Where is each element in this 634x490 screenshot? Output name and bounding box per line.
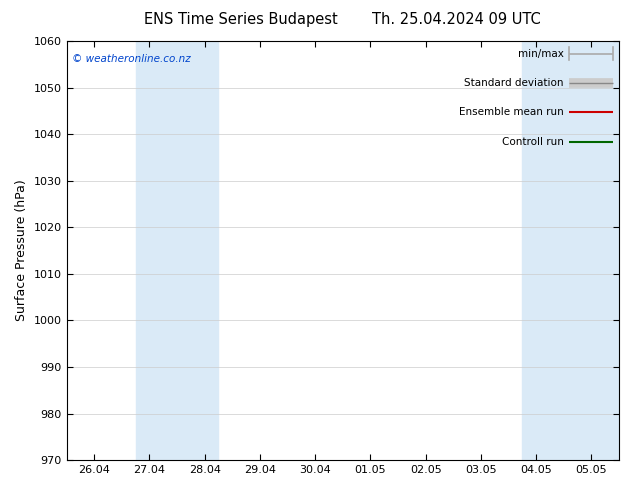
Text: Th. 25.04.2024 09 UTC: Th. 25.04.2024 09 UTC	[372, 12, 541, 27]
Text: © weatheronline.co.nz: © weatheronline.co.nz	[72, 53, 191, 64]
Text: Standard deviation: Standard deviation	[464, 78, 564, 88]
Text: min/max: min/max	[518, 49, 564, 59]
Bar	[522, 41, 619, 460]
Text: Ensemble mean run: Ensemble mean run	[459, 107, 564, 117]
Text: ENS Time Series Budapest: ENS Time Series Budapest	[144, 12, 338, 27]
Bar	[136, 41, 219, 460]
Text: Controll run: Controll run	[502, 137, 564, 147]
Y-axis label: Surface Pressure (hPa): Surface Pressure (hPa)	[15, 180, 28, 321]
